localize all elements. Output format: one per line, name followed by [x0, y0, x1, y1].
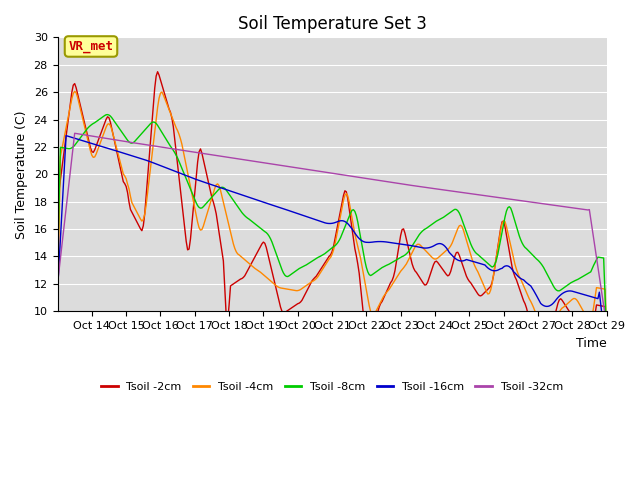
Title: Soil Temperature Set 3: Soil Temperature Set 3 [237, 15, 426, 33]
Legend: Tsoil -2cm, Tsoil -4cm, Tsoil -8cm, Tsoil -16cm, Tsoil -32cm: Tsoil -2cm, Tsoil -4cm, Tsoil -8cm, Tsoi… [97, 377, 568, 396]
Y-axis label: Soil Temperature (C): Soil Temperature (C) [15, 110, 28, 239]
X-axis label: Time: Time [576, 336, 607, 349]
Text: VR_met: VR_met [68, 40, 113, 53]
